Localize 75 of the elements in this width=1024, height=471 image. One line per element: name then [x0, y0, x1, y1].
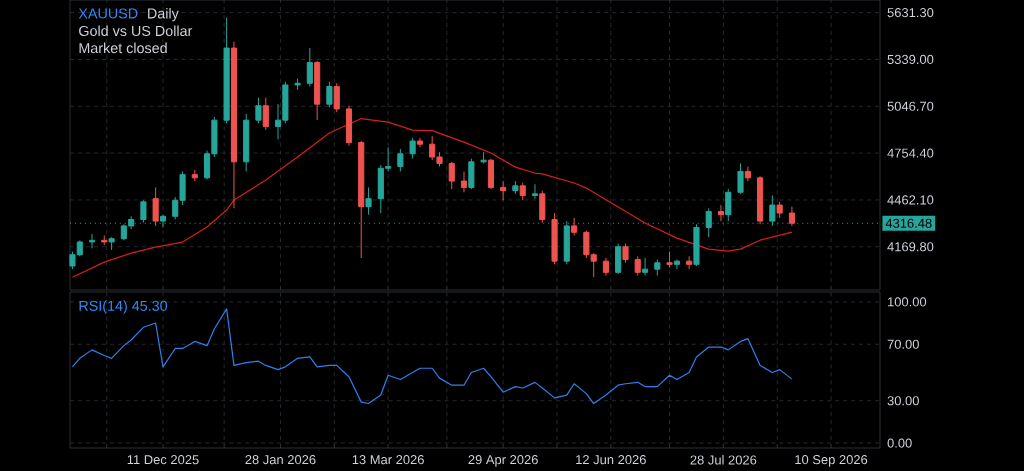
candlestick [757, 175, 764, 225]
candlestick [230, 41, 238, 209]
candlestick [191, 169, 198, 182]
annotation: Daily [148, 7, 179, 22]
candlestick [333, 82, 340, 113]
candlestick [345, 105, 353, 147]
candlestick [654, 259, 661, 277]
candlestick [725, 188, 732, 222]
candlestick [673, 259, 680, 270]
candlestick [519, 182, 526, 201]
candlestick [622, 243, 629, 264]
candlestick [737, 162, 744, 195]
candlestick [571, 217, 578, 237]
candlestick [480, 151, 487, 164]
candlestick [101, 235, 108, 246]
x-tick-label: 10 Sep 2026 [795, 455, 868, 467]
x-tick-label: 11 Dec 2025 [127, 455, 199, 465]
candlestick [243, 113, 250, 172]
candlestick [358, 140, 365, 259]
y-tick-label: 70.00 [887, 339, 919, 349]
y-tick-label: 4754.40 [887, 148, 934, 158]
candlestick [468, 158, 475, 190]
y-tick-label: 5046.70 [887, 101, 934, 111]
candlestick [666, 251, 673, 269]
candlestick [326, 81, 333, 108]
x-tick-label: 29 Apr 2026 [468, 455, 538, 467]
y-tick-label: 100.00 [888, 297, 927, 307]
y-tick-label: 0.00 [887, 438, 912, 448]
candlestick [140, 199, 147, 224]
candlestick [306, 47, 313, 88]
candlestick [788, 206, 795, 227]
y-tick-label: 5631.30 [887, 8, 934, 18]
x-tick-label: 28 Jan 2026 [245, 455, 316, 465]
candlestick [686, 255, 693, 270]
candlestick [531, 183, 539, 200]
candlestick [88, 233, 96, 249]
candlestick [460, 170, 468, 193]
candlestick [693, 223, 700, 267]
candlestick [615, 243, 622, 275]
candlestick [448, 161, 455, 190]
candlestick [314, 60, 321, 121]
candlestick [255, 97, 262, 124]
x-tick-label: 12 Jun 2026 [576, 455, 646, 465]
y-tick-label: 4462.10 [887, 195, 934, 205]
candlestick [744, 166, 751, 182]
candlestick [512, 180, 519, 195]
candlestick [551, 212, 558, 265]
candlestick [602, 257, 609, 277]
text: RSI(14) 45.30 [79, 300, 168, 314]
line-series [71, 117, 793, 278]
y-tick-label: 30.00 [887, 396, 919, 406]
y-tick-label: 5339.00 [887, 54, 934, 65]
candlestick [365, 186, 372, 216]
candlestick [487, 158, 494, 190]
annotation: Market closed [79, 42, 167, 54]
candlestick [776, 201, 783, 219]
candlestick [262, 97, 269, 131]
chart-title: XAUUSD [78, 8, 138, 19]
candlestick [416, 137, 424, 148]
ref-line-label: 4316.48 [885, 218, 932, 228]
candlestick [294, 78, 301, 91]
text: Gold vs US Dollar [79, 25, 193, 37]
candlestick [539, 190, 546, 224]
candlestick [634, 255, 641, 277]
y-tick-label: 4169.80 [887, 242, 934, 252]
x-tick-label: 28 Jul 2026 [690, 455, 757, 465]
candlestick [500, 180, 507, 201]
candlestick [717, 204, 725, 222]
candlestick [152, 186, 159, 227]
candlestick [108, 236, 115, 251]
candlestick [397, 148, 404, 172]
candlestick [642, 257, 649, 277]
candlestick [409, 137, 416, 160]
candlestick [223, 17, 230, 124]
x-tick-label: 13 Mar 2026 [352, 455, 424, 465]
